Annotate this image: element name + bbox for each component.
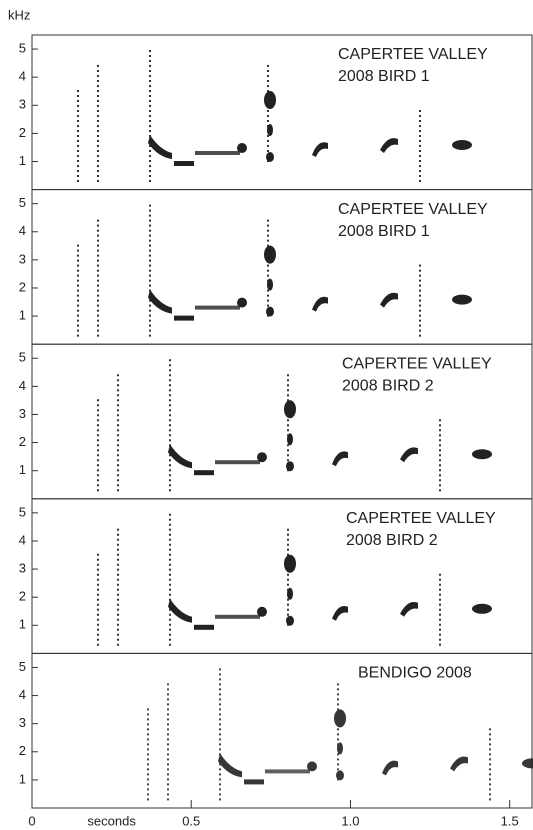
panel-label: CAPERTEE VALLEY — [342, 355, 492, 372]
y-tick-label: 3 — [19, 561, 26, 576]
spectrogram — [147, 667, 533, 805]
y-tick-label: 3 — [19, 97, 26, 112]
y-tick-label: 3 — [19, 251, 26, 266]
panel-label: CAPERTEE VALLEY — [338, 201, 488, 218]
x-tick-label: 1.0 — [341, 813, 359, 828]
panel-label: 2008 BIRD 2 — [346, 532, 438, 549]
panel-label: 2008 BIRD 2 — [342, 377, 434, 394]
y-tick-label: 1 — [19, 462, 26, 477]
y-tick-label: 2 — [19, 434, 26, 449]
spectrogram-traces — [147, 667, 533, 805]
y-tick-label: 1 — [19, 308, 26, 323]
y-tick-label: 1 — [19, 153, 26, 168]
y-tick-label: 5 — [19, 350, 26, 365]
y-tick-label: 5 — [19, 659, 26, 674]
y-tick-label: 5 — [19, 195, 26, 210]
y-tick-label: 2 — [19, 279, 26, 294]
y-tick-label: 4 — [19, 687, 26, 702]
y-unit: kHz — [8, 7, 30, 22]
x-tick-label: 0 — [28, 813, 35, 828]
y-tick-label: 5 — [19, 504, 26, 519]
x-tick-label: 0.5 — [182, 813, 200, 828]
spectrogram-traces — [147, 667, 533, 805]
y-tick-label: 1 — [19, 771, 26, 786]
y-tick-label: 4 — [19, 223, 26, 238]
y-tick-label: 1 — [19, 617, 26, 632]
panel-label: CAPERTEE VALLEY — [346, 510, 496, 527]
y-tick-label: 5 — [19, 40, 26, 55]
x-axis-label: seconds — [87, 813, 136, 828]
x-tick-label: 1.5 — [501, 813, 519, 828]
panel-label: BENDIGO 2008 — [358, 665, 472, 682]
y-tick-label: 4 — [19, 378, 26, 393]
panel-label: 2008 BIRD 1 — [338, 68, 430, 85]
y-tick-label: 2 — [19, 589, 26, 604]
panel-frame — [31, 652, 533, 809]
panel-label: 2008 BIRD 1 — [338, 223, 430, 240]
y-tick-label: 2 — [19, 743, 26, 758]
y-tick-label: 2 — [19, 125, 26, 140]
y-tick-label: 4 — [19, 69, 26, 84]
y-tick-label: 3 — [19, 715, 26, 730]
y-tick-label: 4 — [19, 532, 26, 547]
y-tick-label: 3 — [19, 406, 26, 421]
panel-label: CAPERTEE VALLEY — [338, 46, 488, 63]
